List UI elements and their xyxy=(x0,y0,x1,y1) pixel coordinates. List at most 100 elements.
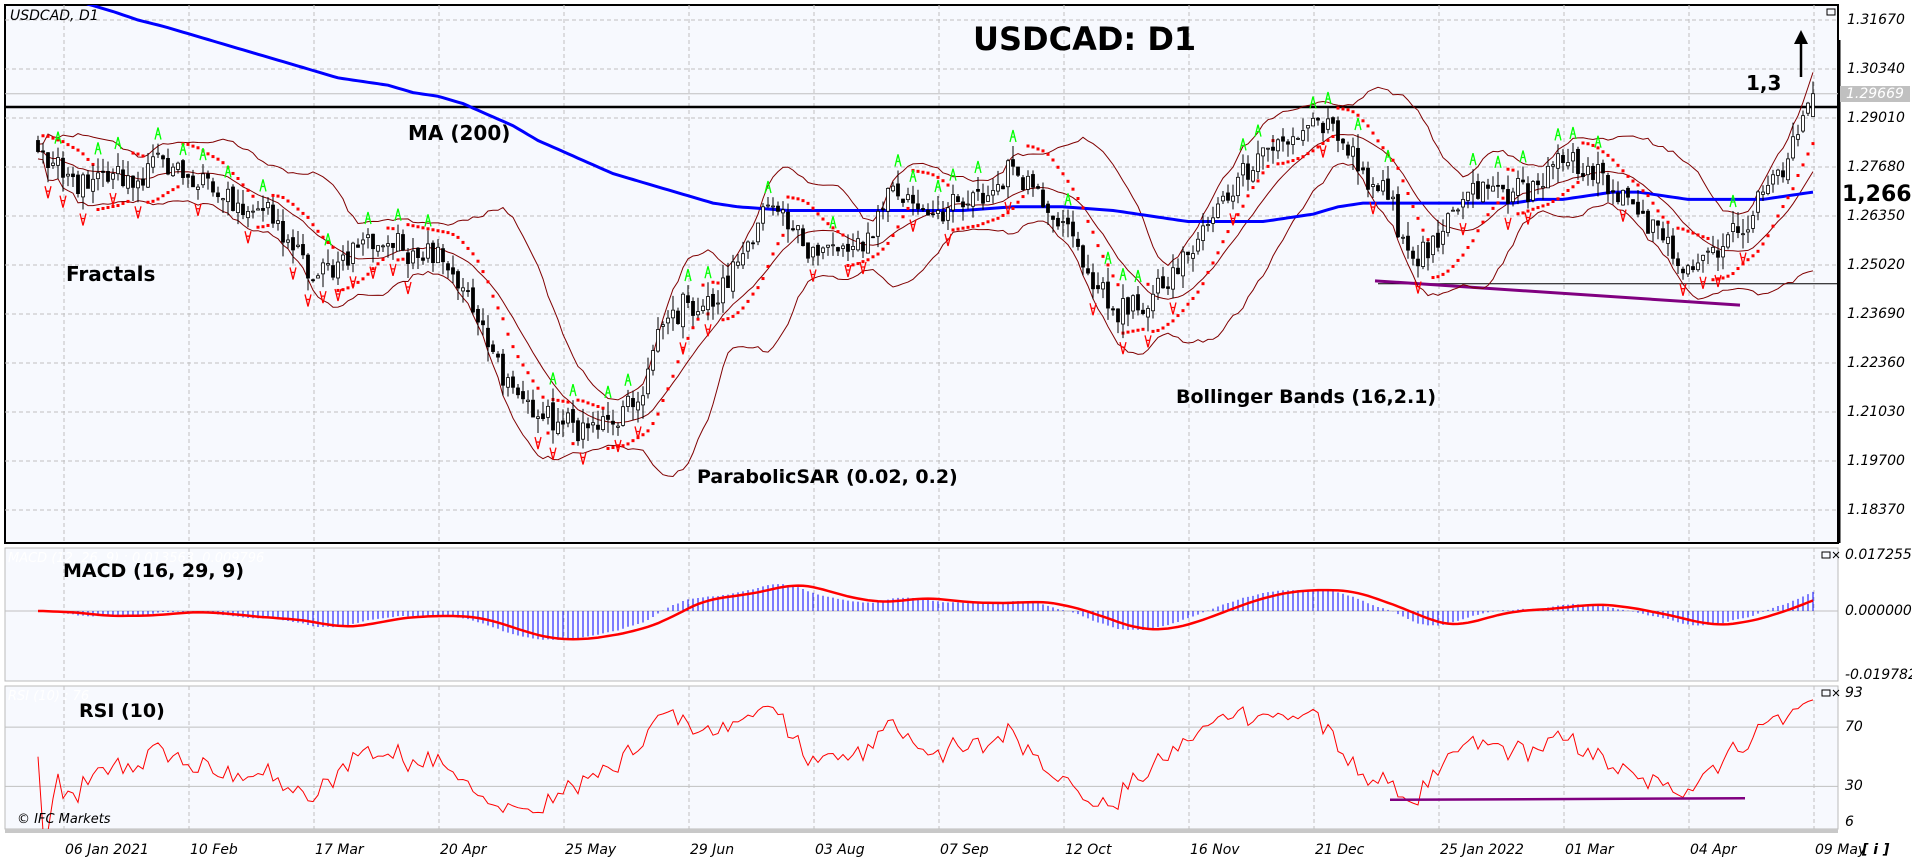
fractal-down-icon xyxy=(944,233,952,247)
fractal-down-icon xyxy=(1459,222,1467,236)
candle-body xyxy=(856,238,860,251)
candle-body xyxy=(196,186,200,190)
rsi-tick-label: 30 xyxy=(1845,778,1863,795)
candle-body xyxy=(1071,221,1075,237)
candle-body xyxy=(911,194,915,204)
candle-body xyxy=(51,162,55,166)
candle-body xyxy=(986,195,990,202)
symbol-label: USDCAD, D1 xyxy=(10,8,99,24)
sar-dot xyxy=(1466,245,1470,249)
fractal-down-icon xyxy=(79,213,87,226)
fractal-up-icon xyxy=(604,385,612,399)
sar-dot xyxy=(1336,106,1340,110)
candle-body xyxy=(1786,158,1790,181)
candle-body xyxy=(166,157,170,175)
fractal-up-icon xyxy=(1324,91,1332,105)
candle-body xyxy=(1426,242,1430,259)
sar-dot xyxy=(861,260,865,264)
sar-annotation: ParabolicSAR (0.02, 0.2) xyxy=(697,466,958,488)
fractal-down-icon xyxy=(534,436,542,450)
sar-dot xyxy=(231,171,235,175)
macd-maximize-icon[interactable] xyxy=(1821,551,1831,559)
candle-body xyxy=(1161,276,1165,289)
candle-body xyxy=(1541,186,1545,189)
sar-dot xyxy=(1071,187,1075,191)
sar-dot xyxy=(1091,230,1095,234)
date-tick-label: 09 May xyxy=(1815,842,1867,857)
fractal-down-icon xyxy=(319,290,327,304)
sar-dot xyxy=(1771,224,1775,228)
candle-body xyxy=(1511,191,1515,203)
sar-dot xyxy=(1516,212,1520,216)
sar-dot xyxy=(1656,209,1660,213)
sar-dot xyxy=(726,317,730,321)
sar-dot xyxy=(1321,142,1325,146)
sar-dot xyxy=(436,229,440,233)
candle-body xyxy=(441,248,445,263)
sar-dot xyxy=(1746,258,1750,262)
candle-body xyxy=(1681,268,1685,274)
sar-dot xyxy=(1731,272,1735,276)
candle-body xyxy=(346,251,350,266)
sar-dot xyxy=(856,262,860,266)
ma200-line xyxy=(86,5,1814,223)
candle-body xyxy=(756,222,760,243)
rsi-maximize-icon[interactable] xyxy=(1821,689,1831,697)
sar-dot xyxy=(1481,220,1485,224)
sar-dot xyxy=(1476,229,1480,233)
price-tick-label: 1.27680 xyxy=(1847,159,1905,175)
sar-dot xyxy=(686,336,690,340)
info-button[interactable]: [ i ] xyxy=(1862,842,1890,857)
horizontal-scrollbar[interactable] xyxy=(5,829,1838,833)
candle-body xyxy=(41,150,45,153)
candle-body xyxy=(506,377,510,388)
candle-body xyxy=(291,237,295,251)
fractal-down-icon xyxy=(1739,252,1747,265)
sar-dot xyxy=(681,348,685,352)
sar-dot xyxy=(1101,254,1105,258)
fractal-down-icon xyxy=(1089,303,1097,316)
fractal-down-icon xyxy=(614,439,622,453)
sar-dot xyxy=(491,294,495,298)
candle-body xyxy=(1771,174,1775,185)
sar-dot xyxy=(1256,179,1260,183)
sar-dot xyxy=(606,446,610,450)
candle-body xyxy=(311,279,315,282)
sar-dot xyxy=(476,259,480,263)
candle-body xyxy=(1081,245,1085,268)
sar-dot xyxy=(1241,204,1245,208)
sar-dot xyxy=(1381,146,1385,150)
sar-dot xyxy=(831,226,835,230)
date-tick-label: 20 Apr xyxy=(440,842,487,857)
rsi-close-icon[interactable] xyxy=(1832,689,1840,697)
rsi-plot xyxy=(37,699,1814,829)
sar-dot xyxy=(76,148,80,152)
candle-body xyxy=(91,178,95,192)
fractal-up-icon xyxy=(624,373,632,386)
sar-dot xyxy=(431,228,435,232)
candle-body xyxy=(1806,102,1810,114)
sar-dot xyxy=(711,280,715,284)
sar-dot xyxy=(1756,249,1760,253)
price-tick-label: 1.29010 xyxy=(1847,110,1905,126)
current-price-label: 1.29669 xyxy=(1840,86,1910,102)
sar-dot xyxy=(41,134,45,138)
candle-body xyxy=(961,201,965,208)
sar-dot xyxy=(1736,267,1740,271)
sar-dot xyxy=(1511,168,1515,172)
candle-body xyxy=(511,376,515,388)
candle-body xyxy=(836,247,840,252)
sar-dot xyxy=(71,145,75,149)
candle-body xyxy=(641,395,645,406)
candle-body xyxy=(561,420,565,425)
sar-dot xyxy=(651,422,655,426)
maximize-icon[interactable] xyxy=(1826,8,1836,16)
candle-body xyxy=(1671,235,1675,259)
fractal-up-icon xyxy=(394,208,402,221)
candle-body xyxy=(1481,181,1485,203)
sar-dot xyxy=(731,314,735,318)
candle-body xyxy=(1106,281,1110,309)
macd-close-icon[interactable] xyxy=(1832,551,1840,559)
sar-dot xyxy=(641,433,645,437)
candle-body xyxy=(1186,251,1190,256)
